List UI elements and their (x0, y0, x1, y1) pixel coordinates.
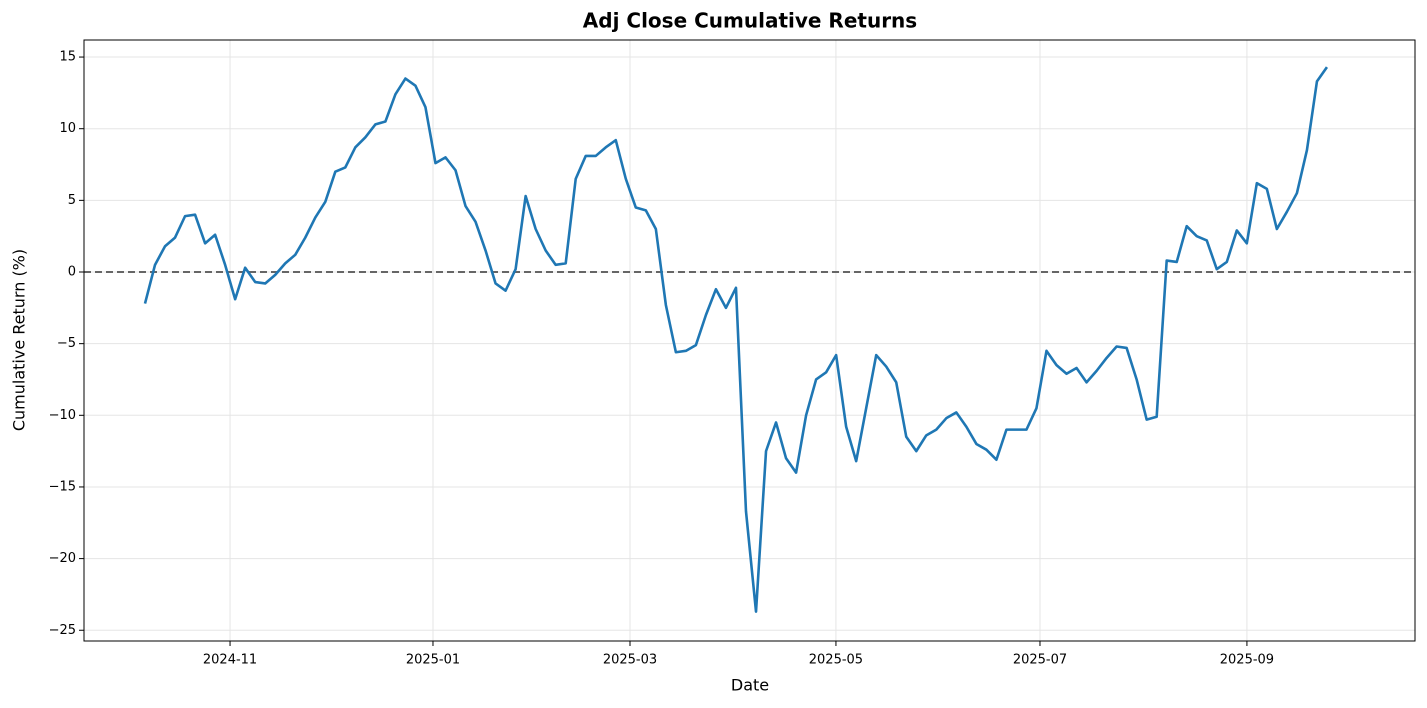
y-tick-label: 5 (68, 193, 76, 208)
y-tick-label: −25 (49, 623, 76, 638)
y-tick-label: −10 (49, 408, 76, 423)
x-tick-label: 2025-05 (809, 653, 863, 668)
y-tick-label: 10 (59, 121, 76, 136)
x-tick-label: 2025-07 (1013, 653, 1067, 668)
y-tick-label: −5 (57, 336, 76, 351)
x-tick-label: 2025-03 (603, 653, 657, 668)
x-tick-label: 2025-01 (406, 653, 460, 668)
x-axis-label: Date (731, 676, 769, 695)
y-tick-label: −15 (49, 479, 76, 494)
data-line (143, 66, 1329, 613)
y-axis-label: Cumulative Return (%) (10, 249, 29, 431)
plot-frame (83, 39, 1416, 642)
y-tick-label: 0 (68, 265, 76, 280)
x-tick-label: 2025-09 (1220, 653, 1274, 668)
y-tick-label: −20 (49, 551, 76, 566)
x-tick-label: 2024-11 (203, 653, 257, 668)
y-tick-label: 15 (59, 50, 76, 65)
chart-title: Adj Close Cumulative Returns (583, 9, 917, 33)
